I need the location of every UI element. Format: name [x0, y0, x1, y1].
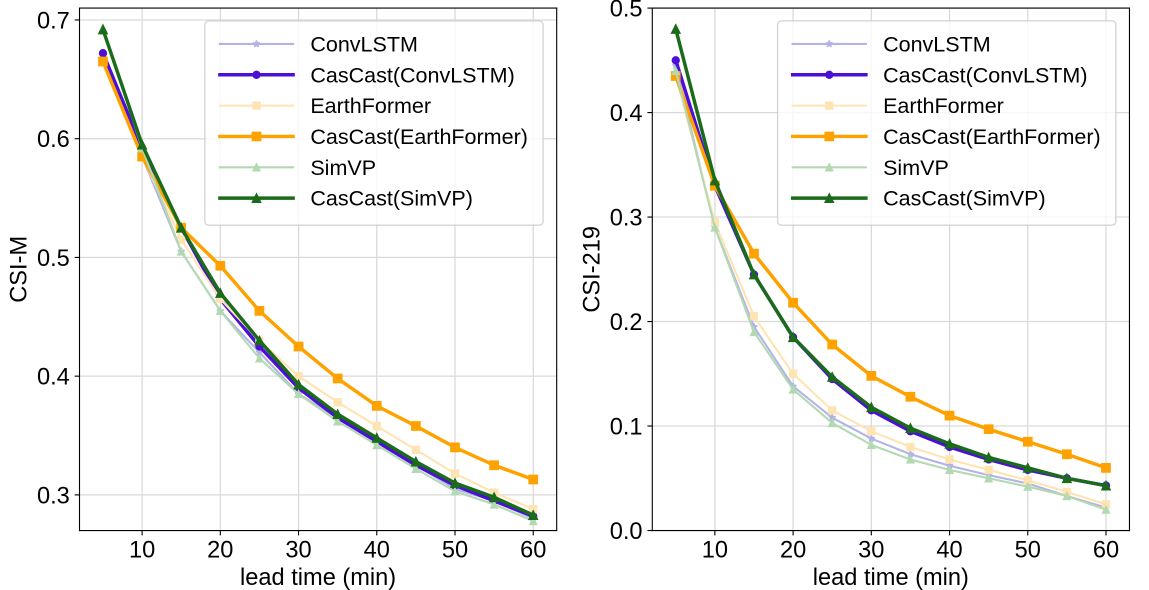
svg-text:CSI-M: CSI-M — [7, 236, 33, 303]
svg-text:CSI-219: CSI-219 — [579, 226, 605, 313]
svg-text:0.7: 0.7 — [37, 9, 70, 35]
svg-text:0.0: 0.0 — [610, 519, 643, 545]
svg-text:0.2: 0.2 — [610, 310, 643, 336]
svg-text:ConvLSTM: ConvLSTM — [310, 32, 418, 56]
svg-text:CasCast(ConvLSTM): CasCast(ConvLSTM) — [883, 63, 1087, 87]
svg-text:0.4: 0.4 — [37, 365, 70, 391]
svg-text:0.1: 0.1 — [610, 415, 643, 441]
svg-text:EarthFormer: EarthFormer — [310, 94, 431, 118]
svg-text:0.6: 0.6 — [37, 127, 70, 153]
svg-text:CasCast(SimVP): CasCast(SimVP) — [310, 187, 473, 211]
svg-text:50: 50 — [1015, 537, 1041, 563]
svg-text:50: 50 — [442, 537, 468, 563]
svg-text:40: 40 — [364, 537, 390, 563]
svg-text:40: 40 — [936, 537, 962, 563]
svg-text:CasCast(EarthFormer): CasCast(EarthFormer) — [883, 125, 1101, 149]
svg-text:lead time (min): lead time (min) — [813, 565, 969, 590]
svg-text:CasCast(SimVP): CasCast(SimVP) — [883, 187, 1046, 211]
svg-text:EarthFormer: EarthFormer — [883, 94, 1004, 118]
svg-text:10: 10 — [702, 537, 728, 563]
svg-text:20: 20 — [207, 537, 233, 563]
svg-text:30: 30 — [285, 537, 311, 563]
svg-text:SimVP: SimVP — [310, 156, 376, 180]
svg-text:ConvLSTM: ConvLSTM — [883, 32, 991, 56]
svg-text:30: 30 — [858, 537, 884, 563]
svg-text:0.5: 0.5 — [37, 246, 70, 272]
svg-text:0.5: 0.5 — [610, 0, 643, 23]
svg-text:0.3: 0.3 — [37, 483, 70, 509]
svg-text:20: 20 — [780, 537, 806, 563]
svg-text:SimVP: SimVP — [883, 156, 949, 180]
svg-text:60: 60 — [520, 537, 546, 563]
svg-text:0.3: 0.3 — [610, 206, 643, 232]
svg-text:lead time (min): lead time (min) — [240, 565, 396, 590]
svg-text:CasCast(EarthFormer): CasCast(EarthFormer) — [310, 125, 528, 149]
svg-text:60: 60 — [1093, 537, 1119, 563]
svg-text:0.4: 0.4 — [610, 101, 643, 127]
svg-text:CasCast(ConvLSTM): CasCast(ConvLSTM) — [310, 63, 514, 87]
svg-text:10: 10 — [129, 537, 155, 563]
